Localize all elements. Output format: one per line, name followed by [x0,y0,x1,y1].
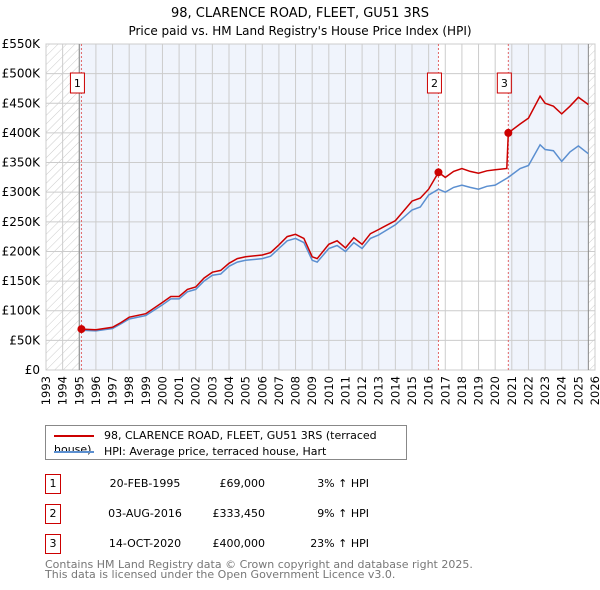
hatched-no-data-region [588,44,595,370]
x-tick-label: 2021 [505,376,519,405]
sale-label-box [426,72,442,94]
transaction-row: 1 20-FEB-1995 £69,000 3% ↑ HPI [45,474,385,494]
transaction-row: 3 14-OCT-2020 £400,000 23% ↑ HPI [45,534,385,554]
ownership-period-shading [508,44,589,370]
x-tick-label: 2016 [422,376,436,405]
ownership-period-shading [79,44,439,370]
x-tick-label: 2015 [405,376,419,405]
hpi-series-line [81,143,589,332]
chart-subtitle: Price paid vs. HM Land Registry's House … [128,24,471,38]
chart-title: 98, CLARENCE ROAD, FLEET, GU51 3RS [171,6,429,21]
x-tick-label: 1999 [139,376,153,405]
x-tick-label: 1996 [89,376,103,405]
y-tick-label: £500K [2,67,42,81]
x-tick-label: 2011 [338,376,352,405]
x-tick-label: 2007 [272,376,286,405]
legend-item-property: 98, CLARENCE ROAD, FLEET, GU51 3RS (terr… [54,429,406,456]
x-tick-label: 2013 [372,376,386,405]
legend-swatch-blue [54,451,94,453]
transaction-price: £333,450 [212,507,266,520]
transaction-number: 3 [45,534,61,554]
footer-licence: This data is licensed under the Open Gov… [45,568,396,581]
sale-point [434,168,443,177]
x-tick-label: 2002 [189,376,203,405]
y-tick-label: £450K [2,96,42,110]
sale-label-box [69,72,85,94]
x-tick-label: 2004 [222,376,236,405]
transaction-price: £69,000 [219,477,266,490]
transaction-date: 20-FEB-1995 [109,477,181,490]
transaction-hpi: 3% ↑ HPI [317,477,369,490]
sale-label-box [496,72,512,94]
x-tick-label: 2025 [571,376,585,405]
legend-swatch-red [54,435,94,437]
sale-point [504,128,513,137]
transaction-price: £400,000 [212,537,266,550]
x-tick-label: 2018 [455,376,469,405]
footer: Contains HM Land Registry data © Crown c… [45,558,473,581]
x-tick-label: 2012 [355,376,369,405]
transaction-number: 2 [45,504,61,524]
x-tick-label: 2026 [588,376,600,405]
transaction-row: 2 03-AUG-2016 £333,450 9% ↑ HPI [45,504,385,524]
plot-frame [45,43,596,371]
footer-copyright: Contains HM Land Registry data © Crown c… [45,558,473,571]
transaction-date: 14-OCT-2020 [108,537,182,550]
x-tick-label: 2024 [555,376,569,405]
chart-legend: 98, CLARENCE ROAD, FLEET, GU51 3RS (terr… [45,425,407,460]
transaction-hpi: 9% ↑ HPI [317,507,369,520]
y-tick-label: £50K [9,333,41,347]
sale-label-number: 3 [501,77,508,90]
x-tick-label: 2022 [521,376,535,405]
sale-label-number: 2 [431,77,438,90]
y-tick-label: £300K [2,185,42,199]
y-tick-label: £0 [25,363,40,377]
legend-item-hpi: HPI: Average price, terraced house, Hart [54,445,326,459]
x-tick-label: 2020 [488,376,502,405]
x-tick-label: 1994 [56,376,70,405]
x-tick-label: 1997 [106,376,120,405]
sale-point [77,325,86,334]
y-tick-label: £400K [2,126,42,140]
price-chart: 98, CLARENCE ROAD, FLEET, GU51 3RS Price… [2,6,600,405]
y-tick-label: £150K [2,274,42,288]
y-tick-label: £200K [2,244,42,258]
x-tick-label: 1998 [122,376,136,405]
x-tick-label: 2019 [472,376,486,405]
y-tick-label: £250K [2,215,42,229]
legend-label-hpi: HPI: Average price, terraced house, Hart [104,445,327,458]
x-tick-label: 2006 [255,376,269,405]
x-tick-label: 2017 [438,376,452,405]
transaction-number: 1 [45,474,61,494]
x-tick-label: 2003 [205,376,219,405]
x-tick-label: 1993 [39,376,53,405]
transaction-hpi: 23% ↑ HPI [310,537,369,550]
sale-label-number: 1 [74,77,81,90]
x-tick-label: 2005 [239,376,253,405]
x-tick-label: 2023 [538,376,552,405]
y-tick-label: £100K [2,304,42,318]
x-tick-label: 2001 [172,376,186,405]
x-tick-label: 1995 [72,376,86,405]
x-tick-label: 2008 [289,376,303,405]
x-tick-label: 2014 [388,376,402,405]
transaction-date: 03-AUG-2016 [108,507,182,520]
x-tick-label: 2000 [155,376,169,405]
x-tick-label: 2009 [305,376,319,405]
y-tick-label: £350K [2,156,42,170]
y-tick-label: £550K [2,37,42,51]
x-tick-label: 2010 [322,376,336,405]
